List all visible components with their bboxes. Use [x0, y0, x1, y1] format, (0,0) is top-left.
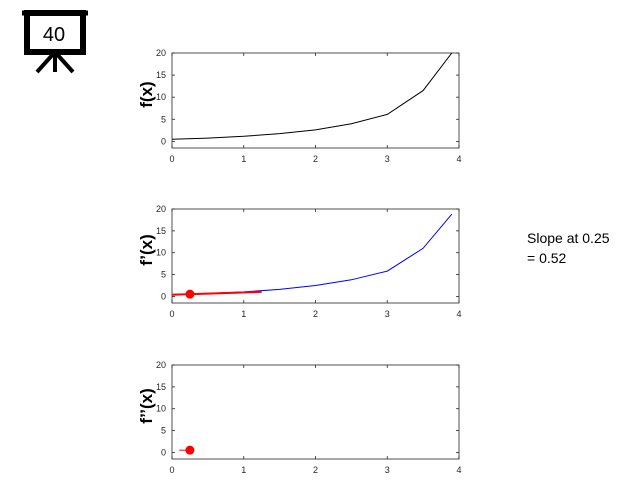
x-tick-label: 3	[385, 465, 390, 475]
x-tick-label: 3	[385, 309, 390, 319]
x-tick-label: 4	[456, 154, 461, 164]
y-tick-label: 15	[156, 382, 166, 392]
y-tick-label: 5	[161, 426, 166, 436]
y-tick-label: 5	[161, 114, 166, 124]
y-tick-label: 20	[156, 204, 166, 214]
y-tick-label: 20	[156, 48, 166, 58]
plot-area	[172, 53, 453, 140]
presentation-board-icon: 40	[22, 10, 88, 74]
chart-panel-2: 0 1 2 3 4 0 5 10 15 20 f’(x)	[137, 204, 462, 319]
x-tick-label: 0	[169, 154, 174, 164]
x-tick-label: 0	[169, 309, 174, 319]
highlight-point	[185, 445, 195, 455]
y-tick-label: 15	[156, 70, 166, 80]
x-tick-label: 2	[313, 309, 318, 319]
series-line-1	[172, 53, 453, 140]
y-axis-label: f(x)	[137, 81, 156, 107]
x-tick-label: 4	[456, 465, 461, 475]
chart-panels: 0 1 2 3 4 0 5 10 15 20 f(x) 0 1 2 3 4 0 5 10 15 20 f’(x) 0 1 2 3 4…	[137, 48, 462, 475]
y-tick-label: 0	[161, 136, 166, 146]
x-tick-label: 1	[241, 154, 246, 164]
chart-panel-1: 0 1 2 3 4 0 5 10 15 20 f(x)	[137, 48, 462, 164]
y-tick-label: 20	[156, 360, 166, 370]
slope-annotation-line2: = 0.52	[527, 250, 567, 266]
x-tick-label: 2	[313, 465, 318, 475]
y-axis-label: f’’(x)	[137, 388, 156, 424]
slope-annotation: Slope at 0.25 = 0.52	[527, 228, 632, 268]
y-tick-label: 10	[156, 92, 166, 102]
chart-panel-3: 0 1 2 3 4 0 5 10 15 20 f’’(x)	[137, 360, 462, 475]
x-tick-label: 1	[241, 465, 246, 475]
plot-frame	[171, 52, 460, 149]
x-tick-label: 0	[169, 465, 174, 475]
y-tick-label: 0	[161, 291, 166, 301]
highlight-point	[185, 289, 195, 299]
x-tick-label: 4	[456, 309, 461, 319]
y-tick-label: 15	[156, 226, 166, 236]
x-tick-label: 3	[385, 154, 390, 164]
x-tick-label: 1	[241, 309, 246, 319]
y-tick-label: 10	[156, 404, 166, 414]
y-tick-label: 0	[161, 447, 166, 457]
x-tick-label: 2	[313, 154, 318, 164]
logo-number: 40	[43, 24, 65, 46]
y-tick-label: 5	[161, 270, 166, 280]
slope-annotation-line1: Slope at 0.25	[527, 230, 610, 246]
plot-frame	[171, 208, 460, 304]
y-axis-label: f’(x)	[137, 234, 156, 265]
y-tick-label: 10	[156, 248, 166, 258]
plot-frame	[171, 364, 460, 460]
